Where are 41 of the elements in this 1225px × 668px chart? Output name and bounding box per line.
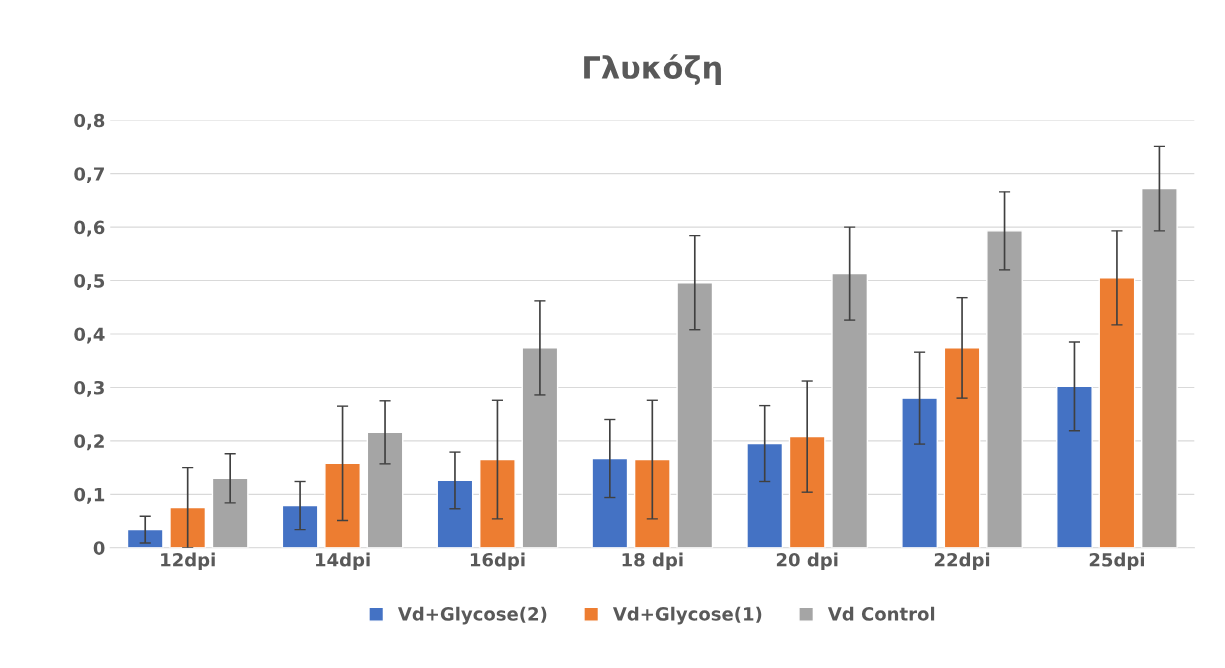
bar [521, 347, 559, 548]
y-tick-label: 0,4 [74, 327, 105, 344]
bar [1141, 187, 1178, 548]
y-tick-label: 0,8 [74, 113, 105, 130]
y-tick-label: 0,2 [74, 434, 104, 451]
bar [831, 272, 869, 548]
bar [986, 230, 1023, 548]
bar [169, 506, 207, 548]
y-tick-label: 0,1 [74, 487, 105, 504]
legend-label: Vd Control [827, 606, 935, 621]
bar [676, 282, 714, 548]
bar [746, 442, 784, 548]
chart-title: Γλυκόζη [584, 54, 721, 85]
x-tick-label: 22dpi [934, 552, 990, 571]
bar [1098, 277, 1136, 548]
x-tick-label: 18 dpi [622, 552, 683, 571]
x-tick-label: 25dpi [1089, 552, 1144, 571]
bar [366, 431, 404, 548]
x-tick-label: 20 dpi [776, 552, 838, 571]
legend-label: Vd+Glycose(1) [612, 606, 762, 625]
bar [901, 397, 938, 548]
bar [1056, 385, 1093, 548]
bar [479, 458, 516, 548]
bar [943, 347, 981, 548]
legend-label: Vd+Glycose(2) [397, 606, 547, 625]
y-tick-label: 0 [93, 541, 105, 555]
bar [788, 435, 826, 548]
bar [211, 477, 249, 548]
bar [591, 457, 629, 548]
bar [436, 479, 474, 548]
y-tick-label: 0,6 [74, 220, 105, 237]
bar [281, 504, 319, 548]
bar [324, 462, 361, 548]
y-tick-label: 0,3 [74, 380, 104, 397]
y-tick-label: 0,5 [74, 274, 105, 290]
bar [633, 458, 671, 548]
y-tick-label: 0,7 [74, 167, 104, 184]
x-tick-label: 14dpi [316, 552, 370, 571]
x-tick-label: 12dpi [161, 552, 215, 571]
x-tick-label: 16dpi [470, 552, 525, 571]
bar [126, 528, 164, 548]
